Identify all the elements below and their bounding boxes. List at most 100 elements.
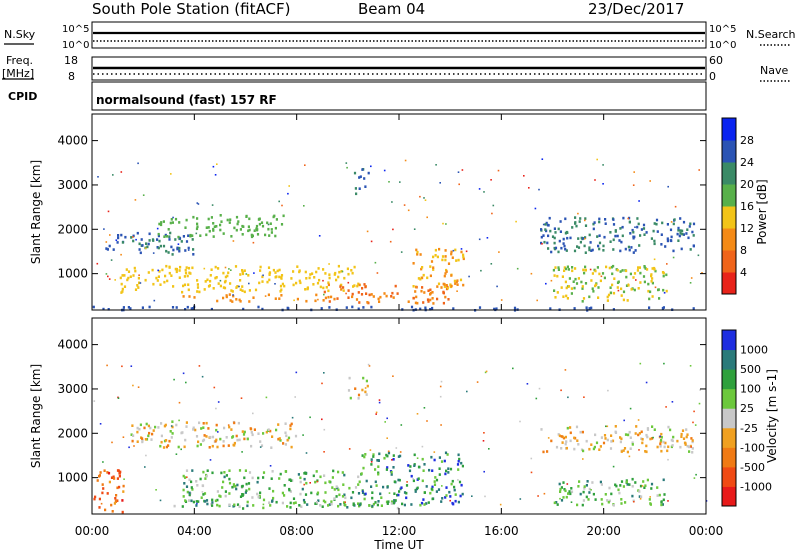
range-gate-cell [170, 173, 172, 175]
range-gate-cell [622, 290, 626, 294]
range-gate-cell [207, 226, 210, 229]
range-gate-cell [653, 242, 656, 246]
range-gate-cell [660, 439, 663, 442]
range-gate-cell [515, 220, 517, 223]
range-gate-cell [158, 239, 161, 243]
range-gate-cell [387, 450, 390, 453]
range-gate-cell [118, 472, 121, 475]
range-gate-cell [376, 503, 379, 507]
range-gate-cell [685, 232, 688, 235]
range-gate-cell [343, 276, 346, 280]
range-gate-cell [440, 500, 443, 503]
range-gate-cell [565, 446, 568, 450]
range-gate-cell [627, 217, 629, 220]
range-gate-cell [431, 469, 434, 472]
x-tick-label: 00:00 [689, 524, 724, 538]
range-gate-cell [193, 296, 196, 299]
range-gate-cell [106, 471, 109, 474]
range-gate-cell [648, 498, 651, 501]
range-gate-cell [562, 242, 565, 245]
range-gate-cell [133, 266, 136, 270]
range-gate-cell [111, 510, 114, 513]
colorbar-segment [722, 184, 736, 207]
range-gate-cell [431, 297, 434, 300]
range-gate-cell [254, 288, 258, 292]
range-gate-cell [553, 227, 556, 230]
range-gate-cell [653, 239, 656, 243]
range-gate-cell [647, 282, 650, 286]
range-gate-cell [625, 284, 629, 287]
range-gate-cell [178, 276, 181, 279]
range-gate-cell [202, 426, 205, 429]
range-gate-cell [179, 265, 182, 269]
range-gate-cell [386, 454, 389, 458]
range-gate-cell [636, 269, 639, 272]
range-gate-cell [542, 450, 545, 454]
range-gate-cell [385, 294, 388, 298]
range-gate-cell [185, 421, 188, 424]
range-gate-cell [667, 425, 670, 429]
range-gate-cell [270, 228, 273, 231]
range-gate-cell [458, 183, 460, 186]
range-gate-cell [156, 246, 159, 249]
range-gate-cell [590, 443, 593, 446]
range-gate-cell [268, 273, 271, 276]
range-gate-cell [658, 493, 661, 497]
range-gate-cell [558, 239, 561, 243]
range-gate-cell [430, 260, 434, 263]
range-gate-cell [210, 216, 213, 219]
range-gate-cell [600, 436, 603, 439]
range-gate-cell [588, 447, 591, 451]
range-gate-cell [554, 266, 557, 269]
range-gate-cell [584, 268, 587, 272]
range-gate-cell [284, 443, 287, 446]
range-gate-cell [319, 504, 322, 507]
range-gate-cell [365, 292, 368, 295]
range-gate-cell [608, 486, 611, 490]
range-gate-cell [563, 269, 566, 272]
range-gate-cell [591, 272, 594, 275]
range-gate-cell [350, 496, 353, 500]
range-gate-cell [567, 285, 571, 288]
range-gate-cell [423, 197, 425, 199]
range-gate-cell [634, 226, 636, 228]
range-gate-cell [219, 279, 222, 282]
range-gate-cell [617, 488, 620, 492]
range-gate-cell [270, 231, 273, 234]
range-gate-cell [438, 456, 441, 459]
range-gate-cell [661, 221, 664, 225]
range-gate-cell [634, 249, 637, 252]
range-gate-cell [156, 227, 159, 230]
range-gate-cell [120, 253, 122, 256]
range-gate-cell [228, 481, 232, 485]
range-gate-cell [174, 238, 177, 241]
range-gate-cell [623, 419, 625, 422]
range-gate-cell [192, 215, 195, 219]
range-gate-cell [639, 498, 642, 500]
range-gate-cell [452, 307, 455, 310]
range-gate-cell [289, 427, 292, 431]
range-gate-cell [339, 285, 342, 288]
range-gate-cell [148, 431, 151, 435]
range-gate-cell [457, 171, 460, 173]
range-gate-cell [204, 280, 207, 283]
range-gate-cell [691, 230, 694, 234]
range-gate-cell [544, 228, 547, 231]
range-gate-cell [116, 477, 119, 480]
power-y-label: Slant Range [km] [29, 160, 43, 264]
x-tick-label: 00:00 [75, 524, 110, 538]
range-gate-cell [148, 232, 151, 236]
range-gate-cell [283, 284, 286, 288]
range-gate-cell [197, 440, 200, 444]
range-gate-cell [121, 365, 123, 368]
range-gate-cell [151, 238, 155, 241]
range-gate-cell [281, 491, 284, 495]
range-gate-cell [253, 229, 256, 232]
range-gate-cell [565, 286, 568, 290]
range-gate-cell [224, 266, 227, 269]
range-gate-cell [649, 290, 652, 294]
range-gate-cell [250, 444, 253, 448]
range-gate-cell [350, 269, 353, 272]
range-gate-cell [599, 445, 602, 448]
